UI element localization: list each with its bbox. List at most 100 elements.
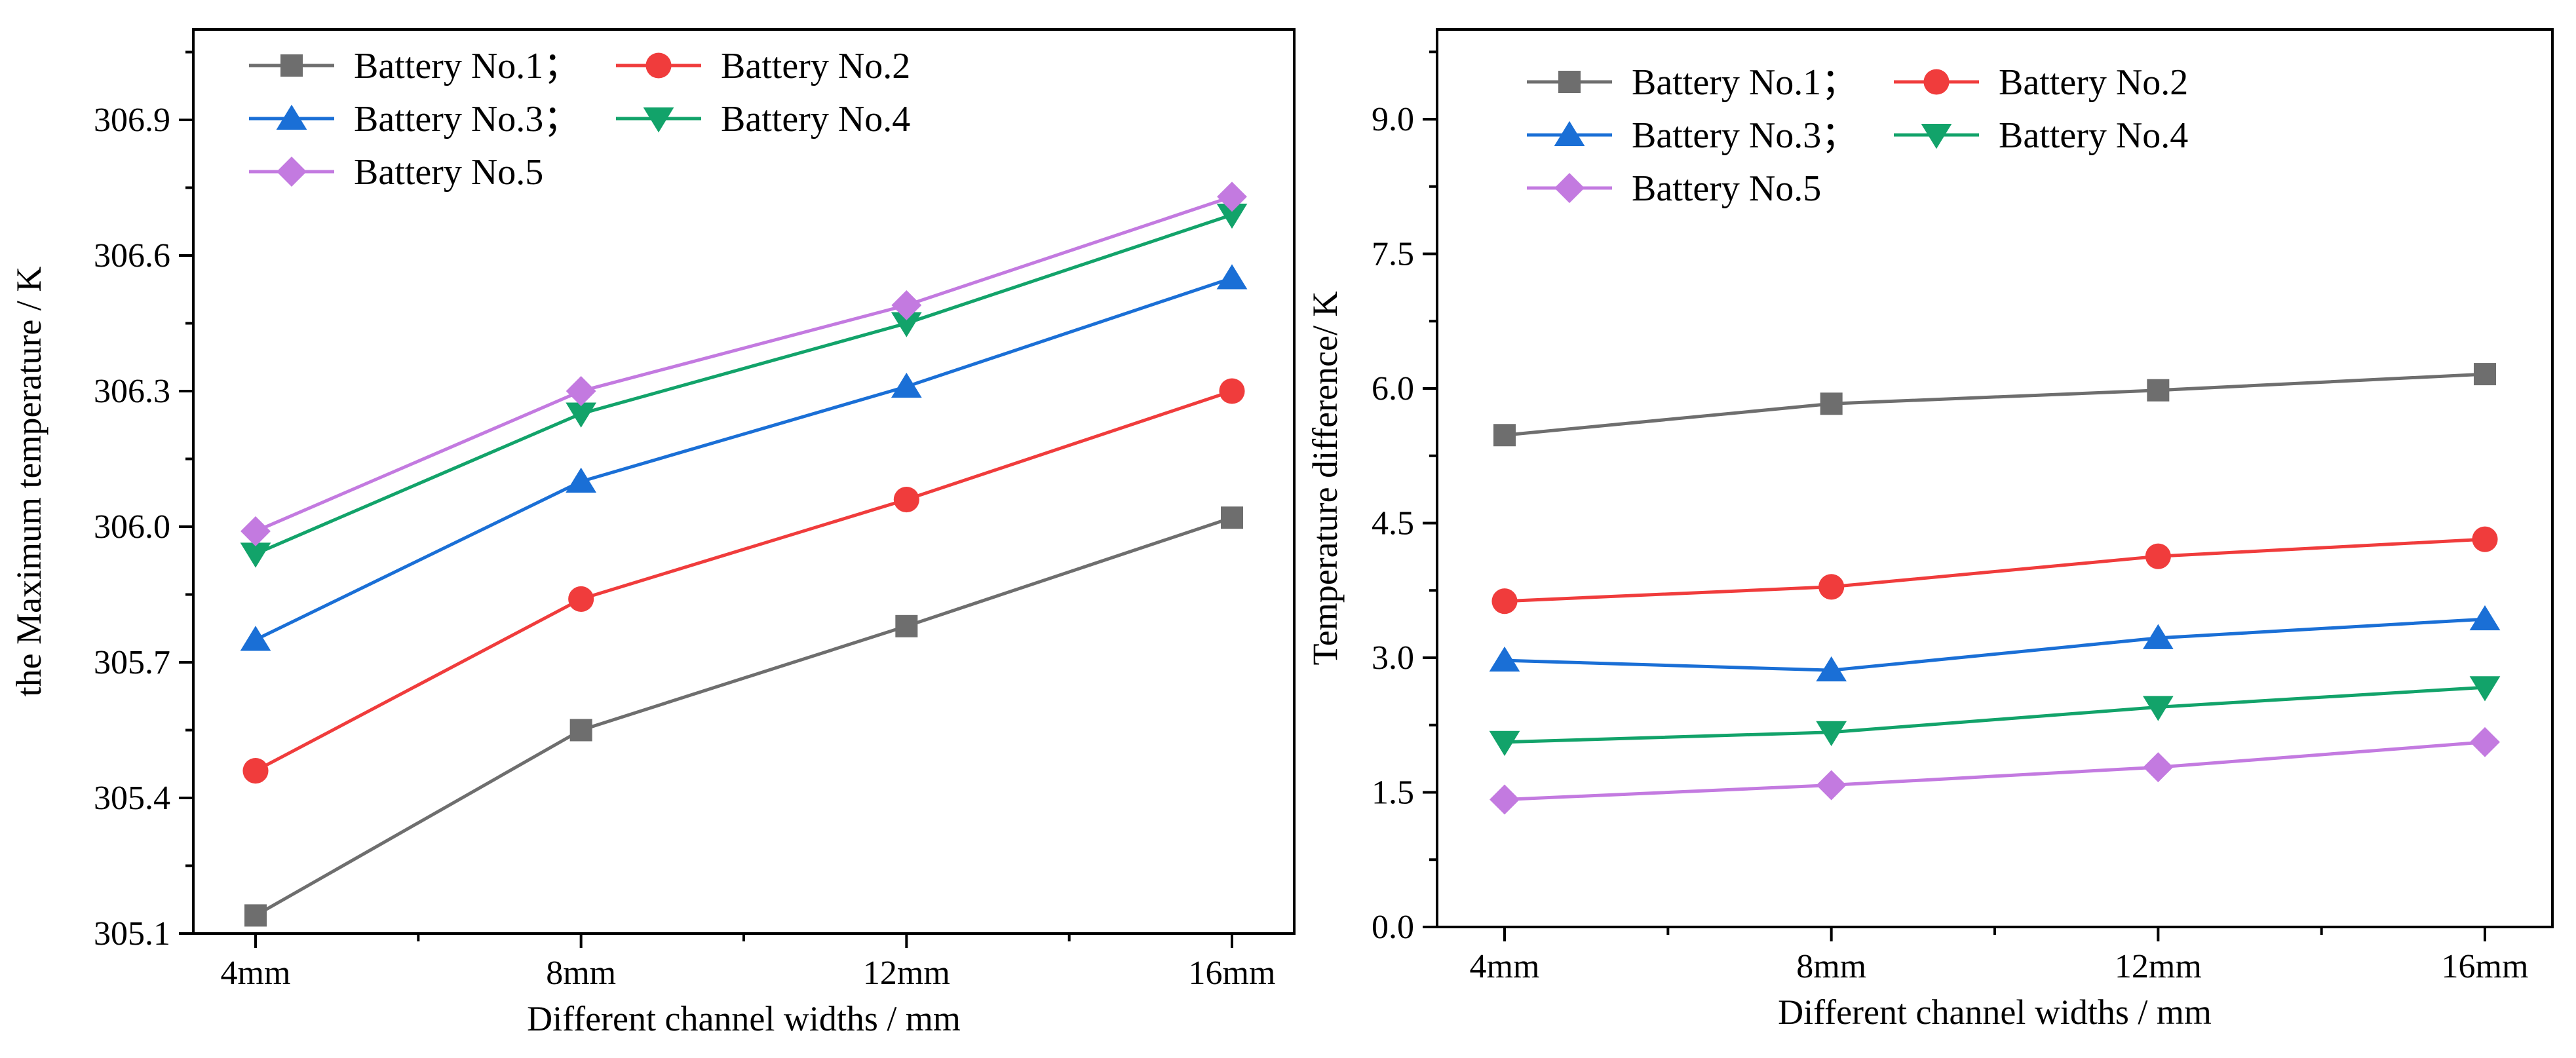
data-point — [1493, 424, 1516, 447]
x-tick-label: 4mm — [221, 954, 291, 992]
series-3 — [1489, 605, 2501, 682]
legend-label: Battery No.3； — [354, 99, 580, 140]
x-tick-label: 16mm — [1189, 954, 1276, 992]
chart-1: 305.1 305.4 305.7 306.0 306.3 306.6 306.9 4mm 8m… — [9, 28, 1296, 1038]
x-axis-title: Different channel widths / mm — [527, 999, 961, 1038]
y-tick-label: 306.9 — [94, 102, 170, 139]
data-point — [891, 290, 922, 320]
data-point — [566, 402, 597, 428]
data-point — [2472, 526, 2498, 552]
data-point — [2474, 363, 2496, 386]
data-point — [2147, 379, 2170, 402]
data-point — [240, 542, 271, 568]
series-line — [254, 276, 1233, 641]
data-point — [1816, 656, 1847, 682]
data-point — [2143, 752, 2174, 783]
series-line — [254, 516, 1233, 917]
legend-label: Battery No.3； — [1632, 115, 1858, 156]
data-point — [895, 614, 918, 637]
legend-marker — [645, 52, 672, 79]
x-tick-label: 12mm — [2115, 948, 2202, 985]
data-point — [566, 467, 597, 493]
data-point — [568, 586, 594, 612]
data-point — [2469, 605, 2501, 631]
data-point — [1818, 574, 1845, 600]
legend-item: Battery No.2 — [616, 46, 910, 86]
data-point — [891, 312, 922, 337]
x-tick-label: 8mm — [546, 954, 616, 992]
legend-label: Battery No.5 — [354, 152, 543, 193]
series-5 — [240, 181, 1247, 546]
y-tick-label: 4.5 — [1372, 505, 1414, 542]
chart-2: 0.0 1.5 3.0 4.5 6.0 7.5 9.0 4mm 8mm 12mm 16mm Diffe… — [1305, 28, 2554, 1032]
legend-label: Battery No.2 — [721, 46, 910, 86]
series-line — [1504, 617, 2486, 672]
data-point — [244, 904, 267, 927]
series-line — [1504, 537, 2486, 603]
legend-label: Battery No.5 — [1632, 168, 1821, 209]
series-line — [255, 213, 1233, 556]
legend-marker — [1554, 173, 1585, 203]
data-point — [242, 758, 269, 784]
legend-item: Battery No.5 — [1527, 168, 1821, 209]
data-point — [1216, 264, 1248, 290]
data-point — [1216, 203, 1248, 229]
data-point — [891, 372, 922, 398]
y-tick-label: 6.0 — [1372, 370, 1414, 407]
y-tick-label: 9.0 — [1372, 101, 1414, 138]
y-tick-label: 7.5 — [1372, 236, 1414, 273]
legend-item: Battery No.4 — [1894, 115, 2188, 156]
data-point — [1816, 721, 1847, 746]
y-tick-label: 305.1 — [94, 915, 170, 953]
series-3 — [240, 264, 1248, 651]
legend-marker — [643, 107, 674, 133]
data-point — [1490, 784, 1520, 815]
x-tick-label: 12mm — [863, 954, 950, 992]
legend-marker — [1554, 121, 1585, 146]
series-line — [255, 195, 1233, 533]
legend-label: Battery No.1； — [354, 46, 580, 86]
data-point — [1219, 378, 1245, 404]
legend-item: Battery No.3； — [249, 99, 580, 140]
legend-label: Battery No.1； — [1632, 62, 1858, 103]
legend-item: Battery No.1； — [249, 46, 580, 86]
data-point — [1489, 730, 1520, 757]
data-point — [569, 719, 592, 742]
legend-marker — [277, 157, 307, 187]
data-point — [2142, 696, 2174, 721]
data-point — [2142, 624, 2174, 649]
data-point — [893, 487, 919, 513]
series-line — [1504, 685, 2486, 744]
series-5 — [1490, 727, 2500, 815]
data-point — [2469, 676, 2501, 702]
x-tick-label: 4mm — [1470, 948, 1540, 985]
y-tick-label: 305.4 — [94, 780, 170, 817]
y-tick-label: 0.0 — [1372, 909, 1414, 946]
y-tick-label: 305.7 — [94, 644, 170, 681]
data-point — [1489, 646, 1520, 672]
data-point — [1816, 770, 1847, 801]
data-point — [1491, 588, 1518, 614]
series-2 — [242, 378, 1245, 784]
data-point — [2470, 727, 2500, 757]
data-point — [566, 376, 596, 406]
y-tick-label: 1.5 — [1372, 774, 1414, 812]
legend-label: Battery No.4 — [1999, 115, 2188, 156]
series-line — [1504, 372, 2486, 437]
legend-marker — [1921, 124, 1952, 149]
data-point — [1221, 506, 1243, 529]
series-1 — [1493, 363, 2496, 447]
legend-marker — [280, 54, 303, 77]
legend-item: Battery No.1； — [1527, 62, 1858, 103]
data-point — [240, 626, 271, 651]
data-point — [1217, 181, 1247, 212]
legend-item: Battery No.2 — [1894, 62, 2188, 103]
x-tick-label: 16mm — [2442, 948, 2529, 985]
series-2 — [1491, 526, 2498, 614]
data-point — [2145, 543, 2171, 569]
y-tick-label: 3.0 — [1372, 639, 1414, 677]
series-4 — [240, 203, 1248, 568]
legend-label: Battery No.4 — [721, 99, 910, 140]
data-point — [1820, 392, 1843, 415]
